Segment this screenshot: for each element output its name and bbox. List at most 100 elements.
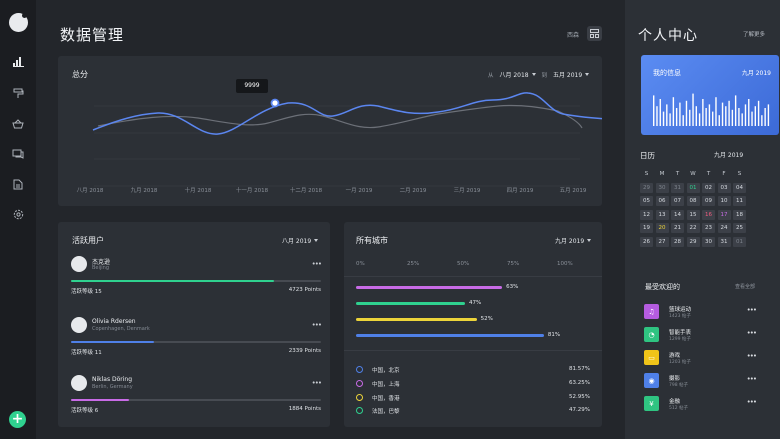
calendar-day[interactable]: 29	[686, 236, 700, 247]
paint-roller-icon[interactable]	[11, 86, 25, 100]
more-icon[interactable]: •••	[311, 321, 322, 329]
basket-icon[interactable]	[11, 117, 25, 131]
calendar-day[interactable]: 28	[671, 236, 684, 247]
calendar-day[interactable]: 16	[702, 209, 715, 220]
document-icon[interactable]	[11, 177, 25, 191]
favorite-name: 篮球运动	[669, 307, 692, 313]
calendar-day[interactable]: 30	[655, 182, 669, 193]
calendar-day[interactable]: 18	[733, 209, 746, 220]
finance-icon: ¥	[644, 396, 659, 411]
calendar-day[interactable]: 03	[717, 182, 731, 193]
favorite-item[interactable]: ◉ 摄影 798 帖子 •••	[644, 373, 757, 390]
to-select[interactable]: 五月 2019	[552, 72, 583, 79]
calendar-day[interactable]: 23	[702, 223, 715, 233]
favorite-item[interactable]: ¥ 金融 512 帖子 •••	[644, 396, 757, 413]
calendar-day[interactable]: 14	[671, 209, 684, 220]
calendar-day[interactable]: 01	[733, 236, 746, 247]
from-select[interactable]: 八月 2018	[499, 72, 529, 79]
calendar-day[interactable]: 19	[640, 223, 653, 233]
pct-tick: 50%	[457, 261, 470, 267]
calendar-day[interactable]: 21	[671, 223, 684, 233]
progress-fill	[71, 399, 129, 401]
progress-track	[71, 280, 321, 282]
user-points: 4723 Points	[288, 287, 321, 293]
user-points: 2339 Points	[288, 348, 321, 354]
calendar-day[interactable]: 02	[702, 182, 715, 193]
calendar-day[interactable]: 25	[733, 223, 746, 233]
more-icon[interactable]: •••	[746, 352, 757, 360]
calendar-selector[interactable]: 九月 2019	[714, 150, 743, 159]
favorite-item[interactable]: ♫ 篮球运动 1423 帖子 •••	[644, 304, 757, 321]
more-icon[interactable]: •••	[746, 375, 757, 383]
calendar-day[interactable]: 31	[717, 236, 731, 247]
favorite-item[interactable]: ▭ 游戏 1203 帖子 •••	[644, 350, 757, 367]
chart-bar-icon[interactable]	[11, 55, 25, 69]
calendar-day[interactable]: 29	[640, 182, 653, 193]
layout-toggle-button[interactable]	[587, 26, 602, 41]
learn-more-link[interactable]: 了解更多	[742, 32, 765, 38]
calendar-day[interactable]: 26	[640, 236, 653, 247]
favorite-item[interactable]: ◔ 智能手表 1299 帖子 •••	[644, 327, 757, 344]
score-title: 总分	[72, 70, 88, 79]
more-icon[interactable]: •••	[746, 329, 757, 337]
info-bar	[764, 108, 766, 126]
active-users-title: 活跃用户	[72, 236, 104, 245]
calendar-day[interactable]: 07	[671, 196, 684, 206]
calendar-day[interactable]: 17	[717, 209, 731, 220]
from-label: 从	[488, 73, 494, 79]
info-bar	[767, 104, 770, 126]
chat-icon[interactable]	[11, 147, 25, 161]
info-selector[interactable]: 九月 2019	[742, 68, 771, 77]
to-label: 到	[541, 73, 548, 79]
calendar-day[interactable]: 31	[671, 182, 684, 193]
calendar-day[interactable]: 04	[733, 182, 746, 193]
user-location: Beijing	[92, 265, 110, 271]
divider	[344, 276, 602, 277]
info-bar	[695, 106, 698, 126]
more-icon[interactable]: •••	[746, 306, 757, 314]
calendar-day[interactable]: 10	[717, 196, 731, 206]
legend-ring	[356, 394, 363, 401]
calendar-day[interactable]: 08	[686, 196, 700, 206]
calendar-day[interactable]: 05	[640, 196, 653, 206]
calendar-day[interactable]: 13	[655, 209, 669, 220]
calendar-day[interactable]: 01	[686, 182, 700, 193]
calendar-day[interactable]: 15	[686, 209, 700, 220]
info-bar	[741, 113, 743, 126]
more-icon[interactable]: •••	[746, 398, 757, 406]
calendar-day[interactable]: 09	[702, 196, 715, 206]
calendar-day[interactable]: 20	[655, 223, 669, 233]
pct-tick: 100%	[557, 261, 573, 267]
app-logo[interactable]	[9, 13, 28, 32]
legend-city: 中国，香港	[372, 396, 400, 402]
legend-pct: 47.29%	[569, 407, 590, 413]
legend-row: 法国，巴黎 47.29%	[356, 406, 590, 416]
chart-tooltip: 9999	[236, 79, 268, 93]
more-icon[interactable]: •••	[311, 379, 322, 387]
favorites-title: 最受欢迎的	[645, 283, 680, 291]
calendar-day[interactable]: 12	[640, 209, 653, 220]
calendar-day[interactable]: 27	[655, 236, 669, 247]
calendar-day[interactable]: 22	[686, 223, 700, 233]
legend-city: 法国，巴黎	[372, 409, 400, 415]
favorite-count: 1299 帖子	[669, 337, 691, 342]
calendar-day[interactable]: 24	[717, 223, 731, 233]
west-label[interactable]: 西森	[567, 32, 580, 39]
more-icon[interactable]: •••	[311, 260, 322, 268]
calendar-day[interactable]: 30	[702, 236, 715, 247]
settings-icon[interactable]	[11, 207, 25, 221]
calendar-day[interactable]: 06	[655, 196, 669, 206]
legend-pct: 52.95%	[569, 394, 590, 400]
calendar-day[interactable]: 11	[733, 196, 746, 206]
add-button[interactable]: +	[9, 411, 26, 428]
cities-selector[interactable]: 九月 2019	[555, 236, 592, 245]
main-content: 数据管理 西森 总分 从 八月 2018 到 五月 2019 9999 八月 2…	[36, 0, 625, 439]
view-all-link[interactable]: 查看全部	[734, 284, 755, 290]
user-name: 杰克逊	[92, 259, 111, 266]
highlight-point	[270, 98, 280, 108]
info-bar	[689, 109, 691, 126]
info-bar	[731, 109, 734, 126]
weekday-label: S	[644, 171, 649, 177]
active-users-selector[interactable]: 八月 2019	[282, 236, 319, 245]
weekday-label: T	[706, 171, 711, 177]
